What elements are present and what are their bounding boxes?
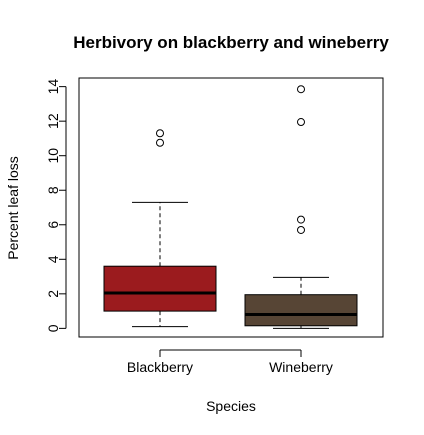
iqr-box (244, 294, 358, 327)
y-axis: 0 2 4 6 8 10 12 14 (45, 79, 67, 332)
x-axis-label: Species (206, 398, 256, 414)
outlier-point (297, 85, 305, 94)
iqr-box (103, 265, 217, 312)
outlier-point (156, 138, 164, 147)
y-tick-label: 0 (45, 324, 61, 332)
y-axis-label: Percent leaf loss (5, 156, 21, 260)
outlier-point (297, 225, 305, 234)
x-tick-label: Wineberry (269, 359, 333, 375)
outlier-point (297, 215, 305, 224)
chart-title: Herbivory on blackberry and wineberry (73, 33, 389, 52)
boxes-layer (103, 85, 358, 329)
y-tick-label: 14 (45, 79, 61, 95)
outlier-point (297, 118, 305, 127)
y-tick-label: 4 (45, 255, 61, 263)
y-tick-label: 2 (45, 290, 61, 298)
box-blackberry (103, 129, 217, 328)
y-tick-label: 12 (45, 113, 61, 129)
box-wineberry (244, 85, 358, 329)
y-tick-label: 8 (45, 186, 61, 194)
x-tick-label: Blackberry (127, 359, 193, 375)
y-tick-label: 10 (45, 148, 61, 164)
plot-frame (78, 77, 384, 338)
y-tick-label: 6 (45, 221, 61, 229)
outlier-point (156, 129, 164, 138)
x-axis: Blackberry Wineberry (127, 349, 333, 375)
